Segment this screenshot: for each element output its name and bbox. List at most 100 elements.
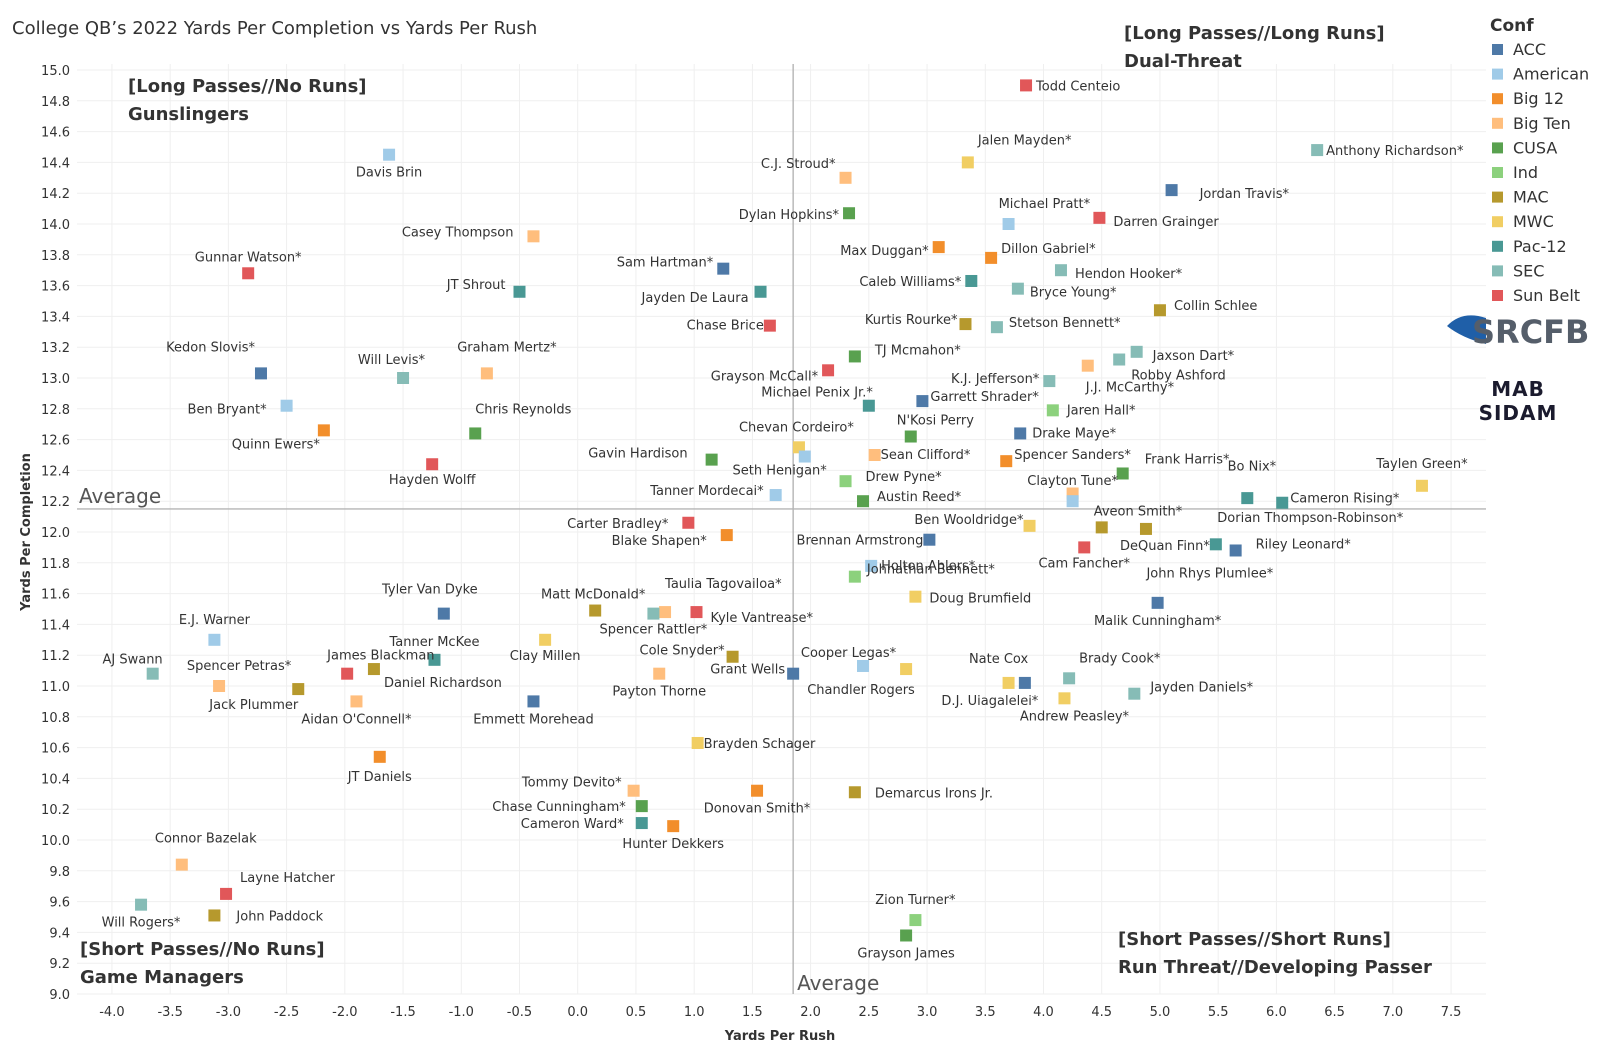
data-point-marker[interactable]: [208, 909, 221, 922]
data-point-marker[interactable]: [1415, 479, 1428, 492]
data-point-marker[interactable]: [428, 653, 441, 666]
data-point-marker[interactable]: [341, 667, 354, 680]
data-point-marker[interactable]: [868, 449, 881, 461]
data-point-marker[interactable]: [280, 399, 293, 412]
data-point-marker[interactable]: [527, 230, 540, 243]
data-point-marker[interactable]: [426, 458, 439, 471]
data-point-marker[interactable]: [763, 319, 776, 332]
data-point-marker[interactable]: [904, 430, 917, 443]
data-point-marker[interactable]: [1165, 184, 1178, 197]
data-point-marker[interactable]: [848, 570, 861, 583]
data-point-marker[interactable]: [1046, 404, 1059, 417]
data-point-marker[interactable]: [932, 241, 945, 254]
data-point-marker[interactable]: [1043, 375, 1056, 388]
data-point-marker[interactable]: [1023, 519, 1036, 532]
data-point-marker[interactable]: [798, 450, 811, 463]
data-point-marker[interactable]: [900, 663, 913, 676]
data-point-marker[interactable]: [916, 395, 929, 408]
data-point-marker[interactable]: [769, 489, 782, 502]
data-point-marker[interactable]: [1229, 544, 1242, 557]
data-point-marker[interactable]: [1116, 467, 1129, 480]
data-point-marker[interactable]: [373, 750, 386, 763]
data-point-marker[interactable]: [1128, 687, 1141, 700]
data-point-marker[interactable]: [1014, 427, 1027, 440]
data-point-marker[interactable]: [480, 367, 493, 380]
data-point-marker[interactable]: [1058, 692, 1071, 705]
data-point-marker[interactable]: [1020, 79, 1033, 92]
data-point-marker[interactable]: [1002, 676, 1015, 689]
data-point-marker[interactable]: [848, 350, 861, 363]
data-point-marker[interactable]: [705, 453, 718, 466]
data-point-marker[interactable]: [208, 633, 221, 646]
data-point-marker[interactable]: [397, 372, 410, 384]
data-point-marker[interactable]: [1011, 282, 1024, 295]
data-point-marker[interactable]: [1095, 521, 1108, 534]
data-point-marker[interactable]: [900, 929, 913, 942]
data-point-marker[interactable]: [857, 659, 870, 672]
data-point-marker[interactable]: [848, 786, 861, 799]
data-point-marker[interactable]: [627, 784, 640, 797]
data-point-marker[interactable]: [985, 251, 998, 264]
data-point-marker[interactable]: [1153, 304, 1166, 317]
data-point-marker[interactable]: [1241, 492, 1254, 505]
data-point-marker[interactable]: [667, 820, 680, 833]
data-point-marker[interactable]: [175, 858, 188, 871]
data-point-marker[interactable]: [1000, 455, 1013, 468]
data-point-marker[interactable]: [350, 695, 363, 708]
data-point-marker[interactable]: [1151, 596, 1164, 609]
data-point-marker[interactable]: [1311, 144, 1324, 157]
data-point-marker[interactable]: [292, 683, 305, 696]
data-point-marker[interactable]: [1139, 522, 1152, 535]
data-point-marker[interactable]: [965, 274, 978, 287]
data-point-marker[interactable]: [909, 914, 922, 927]
data-point-marker[interactable]: [843, 207, 856, 220]
data-point-marker[interactable]: [659, 606, 672, 619]
data-point-marker[interactable]: [513, 285, 526, 298]
data-point-marker[interactable]: [720, 529, 733, 542]
data-point-marker[interactable]: [961, 156, 974, 169]
data-point-marker[interactable]: [469, 427, 482, 440]
data-point-marker[interactable]: [839, 171, 852, 184]
data-point-marker[interactable]: [527, 695, 540, 708]
data-point-marker[interactable]: [367, 663, 380, 676]
data-point-marker[interactable]: [691, 736, 704, 749]
data-point-marker[interactable]: [990, 321, 1003, 334]
data-point-marker[interactable]: [751, 784, 764, 797]
data-point-marker[interactable]: [959, 318, 972, 331]
data-point-marker[interactable]: [1066, 495, 1079, 508]
data-point-marker[interactable]: [726, 650, 739, 663]
data-point-marker[interactable]: [717, 262, 730, 275]
data-point-marker[interactable]: [1018, 676, 1031, 689]
data-point-marker[interactable]: [865, 559, 878, 572]
data-point-marker[interactable]: [437, 607, 450, 620]
data-point-marker[interactable]: [539, 633, 552, 646]
data-point-marker[interactable]: [690, 606, 703, 619]
data-point-marker[interactable]: [220, 887, 233, 900]
data-point-marker[interactable]: [1093, 211, 1106, 224]
data-point-marker[interactable]: [839, 475, 852, 488]
data-point-marker[interactable]: [635, 817, 648, 830]
data-point-marker[interactable]: [909, 590, 922, 603]
data-point-marker[interactable]: [857, 495, 870, 508]
data-point-marker[interactable]: [1078, 541, 1091, 554]
data-point-marker[interactable]: [589, 604, 602, 617]
data-point-marker[interactable]: [213, 680, 226, 692]
data-point-marker[interactable]: [647, 607, 660, 620]
data-point-marker[interactable]: [1063, 672, 1076, 685]
data-point-marker[interactable]: [635, 800, 648, 813]
data-point-marker[interactable]: [1081, 359, 1094, 372]
data-point-marker[interactable]: [1002, 218, 1015, 230]
data-point-marker[interactable]: [787, 667, 800, 680]
data-point-marker[interactable]: [923, 533, 936, 546]
data-point-marker[interactable]: [242, 267, 255, 280]
data-point-marker[interactable]: [653, 667, 666, 680]
data-point-marker[interactable]: [1276, 496, 1289, 509]
data-point-marker[interactable]: [1209, 538, 1222, 551]
data-point-marker[interactable]: [1054, 264, 1067, 277]
data-point-marker[interactable]: [754, 285, 767, 298]
data-point-marker[interactable]: [682, 516, 695, 529]
data-point-marker[interactable]: [383, 148, 396, 161]
data-point-marker[interactable]: [1130, 345, 1143, 358]
data-point-marker[interactable]: [135, 898, 148, 911]
data-point-marker[interactable]: [317, 424, 330, 437]
